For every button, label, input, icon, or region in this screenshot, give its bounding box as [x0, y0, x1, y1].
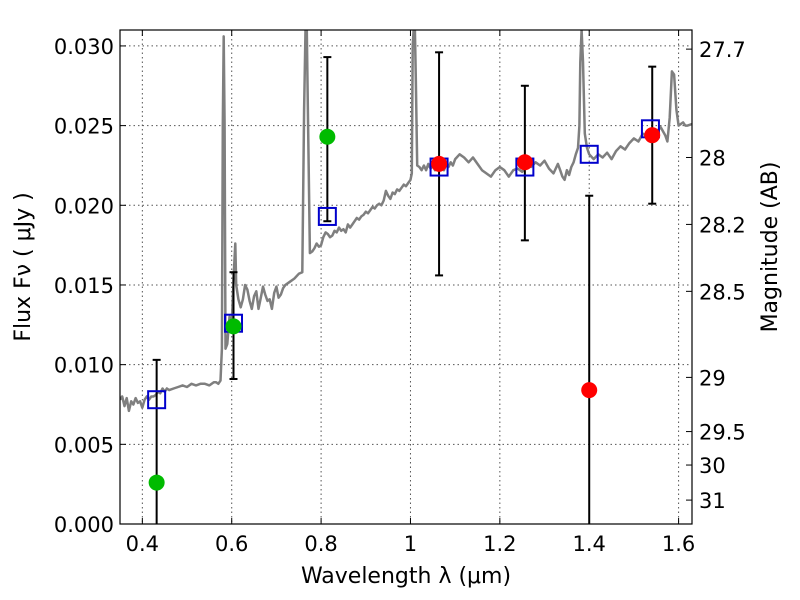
y-tick-label: 0.000 — [54, 513, 114, 537]
model-square — [579, 144, 599, 164]
right-tick-label: 30 — [699, 454, 726, 478]
observed-point — [148, 474, 165, 491]
y-tick-label: 0.015 — [54, 274, 114, 298]
y-tick-label: 0.005 — [54, 433, 114, 457]
right-axis-title: Magnitude (AB) — [758, 162, 783, 333]
x-tick-label: 1 — [404, 532, 417, 556]
y-tick-label: 0.010 — [54, 354, 114, 378]
right-tick-label: 29 — [699, 366, 726, 390]
y-axis-title: Flux Fν ( μJy ) — [11, 192, 36, 341]
model-square — [317, 206, 337, 226]
model-square — [147, 390, 167, 410]
grid — [120, 30, 692, 525]
red-point — [581, 382, 598, 399]
x-tick-label: 0.8 — [304, 532, 337, 556]
right-tick-label: 28.2 — [699, 213, 746, 237]
red-point — [516, 154, 533, 171]
x-tick-label: 1.6 — [662, 532, 695, 556]
observed-point — [225, 318, 242, 335]
x-tick-label: 1.2 — [483, 532, 516, 556]
observed-point — [319, 128, 336, 145]
y-tick-label: 0.030 — [54, 35, 114, 59]
plot-frame — [119, 29, 693, 525]
right-tick-label: 29.5 — [699, 421, 746, 445]
right-tick-label: 28.5 — [699, 280, 746, 304]
axis-ticks: 0.4 0.6 0.8 1 1.2 1.4 1.6 0.000 0.005 0.010 0.015 0… — [54, 30, 746, 556]
x-tick-label: 0.6 — [215, 532, 248, 556]
red-point — [644, 127, 661, 144]
x-tick-label: 1.4 — [573, 532, 606, 556]
spectrum-line — [120, 30, 692, 413]
y-tick-label: 0.020 — [54, 194, 114, 218]
right-tick-label: 27.7 — [699, 38, 746, 62]
x-tick-label: 0.4 — [126, 532, 159, 556]
red-point — [431, 155, 448, 172]
x-axis-title: Wavelength λ (μm) — [301, 564, 511, 589]
right-tick-label: 31 — [699, 489, 726, 513]
y-tick-label: 0.025 — [54, 115, 114, 139]
plot-area — [120, 30, 692, 524]
right-tick-label: 28 — [699, 146, 726, 170]
